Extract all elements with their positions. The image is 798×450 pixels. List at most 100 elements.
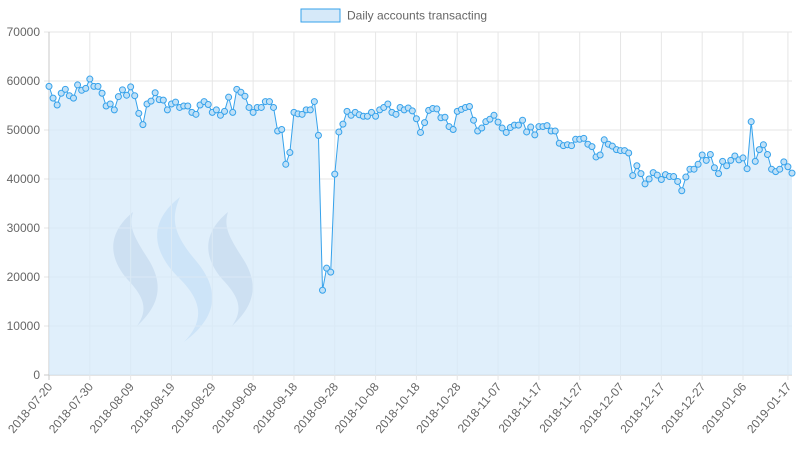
data-point[interactable] — [747, 118, 755, 126]
data-point[interactable] — [49, 94, 57, 102]
data-point[interactable] — [151, 89, 159, 97]
data-point[interactable] — [637, 170, 645, 178]
data-point[interactable] — [94, 82, 102, 90]
data-point[interactable] — [384, 100, 392, 108]
data-point[interactable] — [216, 111, 224, 119]
data-point[interactable] — [372, 112, 380, 120]
data-point[interactable] — [588, 143, 596, 151]
data-point[interactable] — [527, 123, 535, 131]
data-point[interactable] — [82, 84, 90, 92]
data-point[interactable] — [298, 110, 306, 118]
data-point[interactable] — [719, 157, 727, 165]
data-point[interactable] — [723, 162, 731, 170]
data-point[interactable] — [368, 108, 376, 116]
data-point[interactable] — [739, 154, 747, 162]
data-point[interactable] — [682, 173, 690, 181]
data-point[interactable] — [229, 108, 237, 116]
data-point[interactable] — [502, 128, 510, 136]
data-point[interactable] — [633, 162, 641, 170]
data-point[interactable] — [514, 121, 522, 129]
data-point[interactable] — [139, 121, 147, 129]
data-point[interactable] — [159, 96, 167, 104]
data-point[interactable] — [241, 92, 249, 100]
data-point[interactable] — [531, 131, 539, 139]
data-point[interactable] — [641, 180, 649, 188]
data-point[interactable] — [519, 116, 527, 124]
data-point[interactable] — [237, 88, 245, 96]
data-point[interactable] — [441, 113, 449, 121]
data-point[interactable] — [335, 128, 343, 136]
data-point[interactable] — [61, 85, 69, 93]
data-point[interactable] — [86, 75, 94, 83]
data-point[interactable] — [498, 124, 506, 132]
data-point[interactable] — [110, 106, 118, 114]
data-point[interactable] — [478, 124, 486, 132]
data-point[interactable] — [212, 106, 220, 114]
data-point[interactable] — [751, 157, 759, 165]
data-point[interactable] — [327, 268, 335, 276]
data-point[interactable] — [163, 106, 171, 114]
data-point[interactable] — [204, 101, 212, 109]
data-point[interactable] — [715, 170, 723, 178]
data-point[interactable] — [694, 160, 702, 168]
data-point[interactable] — [114, 93, 122, 101]
data-point[interactable] — [127, 83, 135, 91]
data-point[interactable] — [543, 122, 551, 130]
data-point[interactable] — [580, 134, 588, 142]
data-point[interactable] — [490, 111, 498, 119]
data-point[interactable] — [123, 91, 131, 99]
data-point[interactable] — [670, 173, 678, 181]
data-point[interactable] — [755, 146, 763, 154]
data-point[interactable] — [731, 152, 739, 160]
data-point[interactable] — [57, 89, 65, 97]
data-point[interactable] — [310, 98, 318, 106]
data-point[interactable] — [625, 149, 633, 157]
data-point[interactable] — [249, 108, 257, 116]
data-point[interactable] — [306, 106, 314, 114]
data-point[interactable] — [551, 127, 559, 135]
data-point[interactable] — [690, 165, 698, 173]
data-point[interactable] — [225, 93, 233, 101]
data-point[interactable] — [759, 141, 767, 149]
data-point[interactable] — [339, 120, 347, 128]
data-point[interactable] — [257, 103, 265, 111]
data-point[interactable] — [629, 172, 637, 180]
data-point[interactable] — [98, 89, 106, 97]
data-point[interactable] — [710, 164, 718, 172]
data-point[interactable] — [600, 136, 608, 144]
data-point[interactable] — [486, 115, 494, 123]
data-point[interactable] — [568, 142, 576, 150]
data-point[interactable] — [417, 128, 424, 136]
data-point[interactable] — [323, 264, 331, 272]
data-point[interactable] — [319, 286, 327, 294]
data-point[interactable] — [343, 107, 351, 115]
data-point[interactable] — [776, 165, 784, 173]
data-point[interactable] — [265, 98, 273, 106]
data-point[interactable] — [147, 97, 155, 105]
data-point[interactable] — [135, 109, 143, 117]
data-point[interactable] — [282, 160, 290, 168]
data-point[interactable] — [470, 116, 478, 124]
data-point[interactable] — [596, 151, 604, 159]
data-point[interactable] — [74, 81, 82, 89]
data-point[interactable] — [118, 86, 126, 94]
data-point[interactable] — [449, 126, 457, 134]
data-point[interactable] — [408, 107, 416, 115]
data-point[interactable] — [314, 131, 322, 139]
data-point[interactable] — [131, 92, 139, 100]
legend[interactable]: Daily accounts transacting — [300, 8, 487, 23]
data-point[interactable] — [331, 170, 339, 178]
data-point[interactable] — [412, 115, 420, 123]
data-point[interactable] — [245, 103, 253, 111]
data-point[interactable] — [743, 165, 751, 173]
data-point[interactable] — [392, 110, 400, 118]
data-point[interactable] — [221, 107, 229, 115]
data-point[interactable] — [764, 151, 772, 158]
data-point[interactable] — [53, 101, 61, 109]
data-point[interactable] — [645, 175, 653, 183]
data-point[interactable] — [727, 156, 735, 164]
data-point[interactable] — [788, 169, 796, 177]
data-point[interactable] — [45, 82, 53, 90]
data-point[interactable] — [678, 187, 686, 195]
data-point[interactable] — [192, 110, 200, 118]
